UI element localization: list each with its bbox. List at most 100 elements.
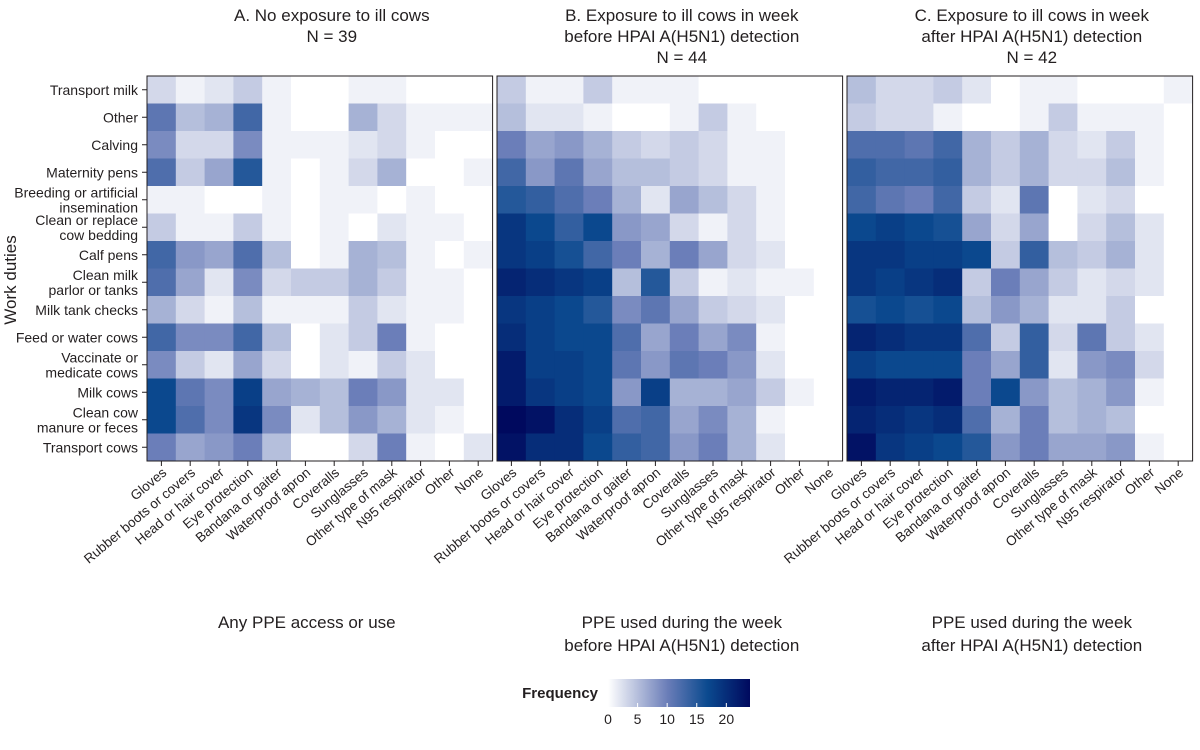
heatmap-cell <box>669 268 700 297</box>
heatmap-cell <box>406 433 436 462</box>
heatmap-cell <box>991 378 1021 407</box>
heatmap-cell <box>698 213 728 242</box>
legend-title: Frequency <box>522 685 599 702</box>
heatmap-cell <box>262 268 292 297</box>
panel-title-line: A. No exposure to ill cows <box>234 6 430 25</box>
heatmap-cell <box>291 268 321 297</box>
heatmap-cell <box>262 406 292 434</box>
heatmap-cell <box>291 241 321 269</box>
row-label: Transport milk <box>50 82 139 98</box>
heatmap-cell <box>1163 186 1194 214</box>
heatmap-cell <box>175 378 206 407</box>
heatmap-cell <box>435 158 465 187</box>
legend-tick-label: 0 <box>604 711 612 727</box>
heatmap-cell <box>669 323 700 352</box>
heatmap-cell <box>1048 213 1078 242</box>
heatmap-cell <box>698 268 728 297</box>
heatmap-cell <box>727 378 757 407</box>
panel-title-line: B. Exposure to ill cows in week <box>565 6 799 25</box>
heatmap-cell <box>291 406 321 434</box>
heatmap-cell <box>1077 213 1107 242</box>
heatmap-cell <box>641 131 671 159</box>
heatmap-cell <box>147 76 177 104</box>
heatmap-cell <box>1048 323 1078 352</box>
heatmap-cell <box>435 351 465 379</box>
heatmap-cell <box>1019 378 1050 407</box>
heatmap-cell <box>785 406 815 434</box>
row-label: Other <box>103 109 138 125</box>
heatmap-cell <box>175 268 206 297</box>
heatmap-cell <box>1106 378 1136 407</box>
heatmap-cell <box>669 186 700 214</box>
heatmap-cell <box>1163 213 1194 242</box>
heatmap-cell <box>875 296 906 324</box>
heatmap-cell <box>962 406 992 434</box>
heatmap-cell <box>204 76 234 104</box>
heatmap-cell <box>348 76 378 104</box>
color-legend: Frequency 0 5 10 15 20 <box>522 679 750 727</box>
heatmap-cell <box>525 213 556 242</box>
heatmap-cell <box>991 406 1021 434</box>
heatmap-cell <box>406 213 436 242</box>
heatmap-cell <box>641 103 671 132</box>
heatmap-cell <box>669 433 700 462</box>
heatmap-cell <box>554 241 584 269</box>
heatmap-cell <box>698 186 728 214</box>
legend-color-bar <box>608 679 750 707</box>
panel-title-line: after HPAI A(H5N1) detection <box>921 27 1142 46</box>
heatmap-cell <box>813 406 844 434</box>
heatmap-cell <box>1048 158 1078 187</box>
heatmap-cell <box>1077 323 1107 352</box>
heatmap-cell <box>698 76 728 104</box>
heatmap-cell <box>1106 241 1136 269</box>
row-label: Clean milk <box>73 267 139 283</box>
heatmap-cell <box>641 296 671 324</box>
heatmap-cell <box>962 323 992 352</box>
heatmap-cell <box>463 241 494 269</box>
heatmap-cell <box>962 76 992 104</box>
heatmap-cell <box>291 131 321 159</box>
heatmap-cell <box>175 241 206 269</box>
heatmap-cell <box>291 378 321 407</box>
heatmap-cell <box>204 213 234 242</box>
row-label: Clean cow <box>73 404 139 420</box>
heatmap-cell <box>727 103 757 132</box>
heatmap-cell <box>698 241 728 269</box>
heatmap-cell <box>933 378 963 407</box>
heatmap-cell <box>698 323 728 352</box>
heatmap-cell <box>233 131 263 159</box>
heatmap-cell <box>991 268 1021 297</box>
heatmap-cell <box>1135 76 1165 104</box>
heatmap-cell <box>525 268 556 297</box>
panel-frame <box>146 75 494 462</box>
heatmap-cell <box>669 213 700 242</box>
heatmap-cell <box>1163 323 1194 352</box>
heatmap-cell <box>1135 186 1165 214</box>
heatmap-cell <box>1077 131 1107 159</box>
heatmap-cell <box>262 296 292 324</box>
row-label: Maternity pens <box>46 164 138 180</box>
panel-frame <box>496 75 844 462</box>
heatmap-cell <box>147 186 177 214</box>
heatmap-cell <box>1135 268 1165 297</box>
heatmap-cell <box>406 296 436 324</box>
heatmap-cell <box>1077 378 1107 407</box>
heatmap-cell <box>727 406 757 434</box>
heatmap-cell <box>962 103 992 132</box>
heatmap-cell <box>147 241 177 269</box>
heatmap-cell <box>847 296 877 324</box>
heatmap-cell <box>813 158 844 187</box>
heatmap-cell <box>262 103 292 132</box>
heatmap-cell <box>1077 268 1107 297</box>
heatmap-cell <box>554 378 584 407</box>
legend-tick-label: 5 <box>634 711 642 727</box>
heatmap-cell <box>612 268 642 297</box>
heatmap-cell <box>641 433 671 462</box>
heatmap-cell <box>669 296 700 324</box>
heatmap-cell <box>1163 158 1194 187</box>
heatmap-cell <box>554 351 584 379</box>
heatmap-cell <box>348 296 378 324</box>
heatmap-cell <box>463 296 494 324</box>
heatmap-cell <box>554 213 584 242</box>
